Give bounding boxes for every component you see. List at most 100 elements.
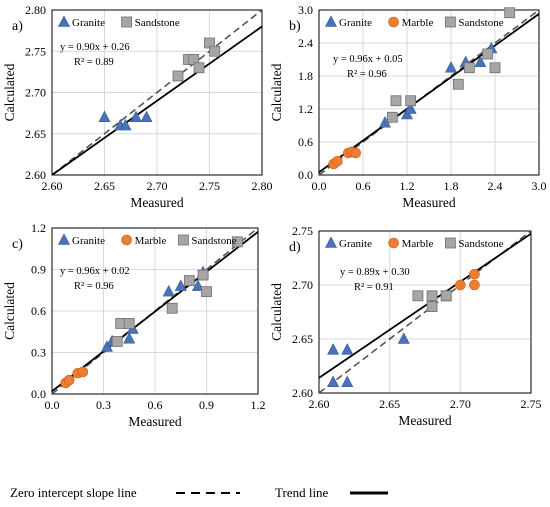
y-axis-title: Calculated <box>269 63 284 121</box>
y-tick-label: 0.6 <box>31 304 46 318</box>
granite-point <box>174 279 187 291</box>
trend-line <box>319 232 531 379</box>
y-tick-label: 2.75 <box>25 44 46 58</box>
y-tick-label: 0.6 <box>298 135 313 149</box>
granite-point <box>397 332 410 344</box>
trend-equation: y = 0.96x + 0.02 <box>60 266 130 277</box>
marble-point <box>469 268 480 280</box>
x-tick-label: 1.8 <box>444 179 459 193</box>
granite-point <box>325 236 337 248</box>
trend-equation: y = 0.89x + 0.30 <box>340 267 410 278</box>
y-tick-label: 2.65 <box>292 332 313 346</box>
sandstone-point <box>121 16 132 28</box>
panel-label: c) <box>12 237 23 252</box>
granite-point <box>162 284 175 297</box>
granite-point <box>191 279 204 291</box>
granite-point <box>341 343 354 355</box>
legend-entry-granite: Granite <box>339 238 372 250</box>
panel-label: a) <box>12 19 23 34</box>
sandstone-point <box>201 286 212 298</box>
granite-point <box>445 61 457 73</box>
y-tick-label: 1.8 <box>298 69 313 83</box>
sandstone-point <box>489 62 501 74</box>
granite-point <box>325 15 337 27</box>
marble-point <box>388 16 399 28</box>
x-tick-label: 2.65 <box>379 397 400 411</box>
sandstone-point <box>193 62 205 74</box>
granite-point <box>327 375 340 388</box>
sandstone-point <box>172 70 184 82</box>
marble-point <box>350 147 361 159</box>
x-tick-label: 2.65 <box>94 179 115 193</box>
granite-point <box>119 118 132 131</box>
sandstone-point <box>444 16 456 28</box>
granite-point <box>58 15 70 27</box>
sandstone-point <box>209 45 221 57</box>
sandstone-point <box>444 237 456 249</box>
x-axis-title: Measured <box>398 413 451 428</box>
x-tick-label: 2.60 <box>42 179 63 193</box>
granite-point <box>140 110 153 123</box>
marble-point <box>77 366 89 378</box>
marble-point <box>63 374 75 386</box>
x-tick-label: 0.3 <box>96 398 111 412</box>
plot-frame <box>51 227 259 395</box>
trend-line <box>52 25 262 175</box>
legend-entry-marble: Marble <box>402 238 434 250</box>
x-tick-label: 1.2 <box>251 398 266 412</box>
y-tick-label: 1.2 <box>298 102 313 116</box>
y-tick-label: 0.9 <box>31 263 46 277</box>
x-axis-title: Measured <box>130 195 183 210</box>
r-squared: R² = 0.96 <box>74 281 114 292</box>
sandstone-point <box>183 275 195 286</box>
marble-point <box>455 279 466 291</box>
legend-entry-marble: Marble <box>135 235 167 247</box>
sandstone-point <box>482 48 494 60</box>
plot-frame <box>51 9 263 176</box>
sandstone-point <box>440 290 452 302</box>
granite-point <box>58 233 70 245</box>
chart-panel-2: 0.0 0.6 1.2 1.8 2.4 3.0 0.0 0.6 1.2 1.8 2.4 3.0 Meas… <box>269 3 547 210</box>
chart-panel-1: 2.60 2.65 2.70 2.75 2.80 2.60 2.65 2.70 2.75 2.80… <box>2 3 273 210</box>
legend-entry-sandstone: Sandstone <box>135 17 180 29</box>
y-tick-label: 2.80 <box>25 3 46 17</box>
y-tick-label: 0.0 <box>31 387 46 401</box>
x-axis-title: Measured <box>128 414 181 429</box>
x-tick-label: 0.0 <box>312 179 327 193</box>
granite-point <box>98 110 111 123</box>
y-tick-label: 2.4 <box>298 36 313 50</box>
sandstone-point <box>463 62 475 74</box>
chart-panel-3: 0.0 0.3 0.6 0.9 1.2 0.0 0.3 0.6 0.9 1.2 Measured Ca… <box>2 221 266 429</box>
marble-point <box>121 234 132 246</box>
sandstone-point <box>426 290 438 302</box>
y-tick-label: 2.60 <box>292 386 313 400</box>
x-tick-label: 0.6 <box>148 398 163 412</box>
legend-entry-sandstone: Sandstone <box>191 235 236 247</box>
x-tick-label: 0.6 <box>356 179 371 193</box>
zero-line-label: Zero intercept slope line <box>10 485 137 500</box>
sandstone-point <box>412 290 424 302</box>
marble-point <box>332 155 343 167</box>
sandstone-point <box>197 269 209 281</box>
granite-point <box>404 102 417 114</box>
sandstone-point <box>504 7 516 19</box>
y-tick-label: 2.75 <box>292 224 313 238</box>
trend-equation: y = 0.96x + 0.05 <box>333 54 403 65</box>
x-tick-label: 2.75 <box>521 397 542 411</box>
y-tick-label: 2.65 <box>25 127 46 141</box>
sandstone-point <box>390 95 402 107</box>
sandstone-point <box>452 78 464 90</box>
legend-entry-sandstone: Sandstone <box>458 17 503 29</box>
sandstone-point <box>231 236 243 248</box>
plot-frame <box>318 9 540 176</box>
x-tick-label: 2.4 <box>488 179 503 193</box>
y-tick-label: 2.70 <box>292 278 313 292</box>
x-tick-label: 2.70 <box>450 397 471 411</box>
r-squared: R² = 0.91 <box>354 282 394 293</box>
zero-intercept-line <box>52 10 262 175</box>
y-axis-title: Calculated <box>269 283 284 341</box>
x-axis-title: Measured <box>402 195 455 210</box>
sandstone-point <box>426 301 438 313</box>
sandstone-point <box>166 302 178 314</box>
